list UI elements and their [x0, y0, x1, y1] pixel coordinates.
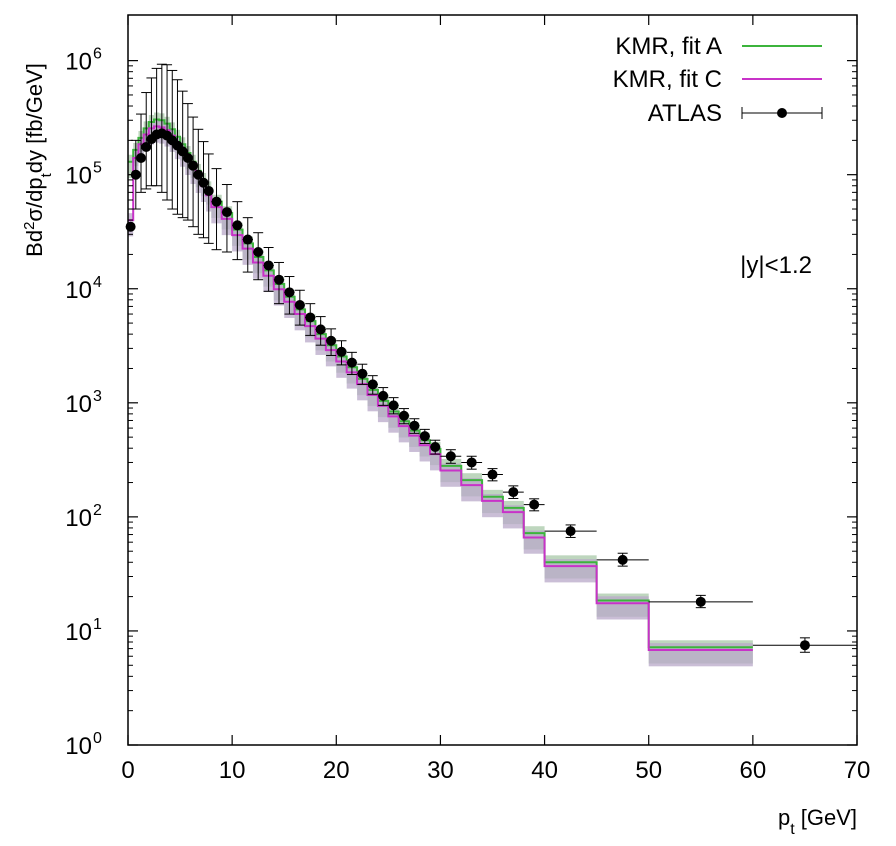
atlas-point — [445, 451, 456, 462]
atlas-point — [203, 185, 214, 196]
atlas-points — [125, 63, 857, 653]
atlas-point — [284, 287, 295, 298]
x-tick-label: 0 — [121, 757, 134, 784]
atlas-point — [242, 234, 253, 245]
atlas-point — [378, 390, 389, 401]
atlas-point — [274, 274, 285, 285]
x-tick-label: 20 — [323, 757, 350, 784]
atlas-point — [136, 153, 147, 164]
y-tick-label: 10 — [65, 163, 92, 190]
band-bin — [346, 365, 358, 389]
band-bin — [398, 419, 410, 443]
atlas-point — [398, 410, 409, 421]
atlas-point — [367, 379, 378, 390]
legend-label-fit-a: KMR, fit A — [615, 33, 722, 60]
atlas-point — [198, 177, 209, 188]
atlas-point — [315, 324, 326, 335]
band-bin — [523, 530, 545, 554]
atlas-point — [221, 207, 232, 218]
y-tick-exponent: 3 — [93, 388, 102, 405]
y-tick-label: 10 — [65, 277, 92, 304]
atlas-point — [508, 487, 519, 498]
band-bin — [409, 428, 420, 452]
atlas-point — [294, 300, 305, 311]
y-tick-exponent: 2 — [93, 502, 102, 519]
y-tick-label: 10 — [65, 391, 92, 418]
atlas-point — [430, 441, 441, 452]
band-bin — [482, 493, 503, 518]
atlas-point — [388, 400, 399, 411]
atlas-point — [305, 312, 316, 323]
band-bin — [544, 559, 597, 583]
y-tick-exponent: 5 — [93, 160, 102, 177]
atlas-point — [232, 220, 243, 231]
atlas-point — [182, 153, 193, 164]
x-tick-label: 70 — [844, 757, 871, 784]
atlas-point — [125, 221, 136, 232]
band-bin — [461, 478, 483, 502]
atlas-point — [253, 246, 264, 257]
band-bin — [648, 643, 753, 667]
x-tick-label: 60 — [740, 757, 767, 784]
plot-frame — [127, 14, 858, 746]
band-bin — [336, 354, 347, 378]
atlas-point — [695, 596, 706, 607]
y-tick-exponent: 1 — [93, 616, 102, 633]
series-step-line — [128, 125, 753, 652]
band-bin — [367, 388, 378, 412]
band-bin — [502, 505, 524, 529]
legend-label-fit-c: KMR, fit C — [613, 66, 722, 93]
band-bin — [357, 377, 368, 401]
x-tick-label: 10 — [219, 757, 246, 784]
y-tick-label: 10 — [65, 733, 92, 760]
atlas-point — [617, 554, 628, 565]
x-tick-label: 50 — [635, 757, 662, 784]
atlas-point — [419, 431, 430, 442]
band-bin — [440, 463, 462, 487]
atlas-point — [466, 457, 477, 468]
atlas-point — [211, 196, 222, 207]
atlas-point — [336, 346, 347, 357]
atlas-point — [346, 357, 357, 368]
y-tick-exponent: 0 — [93, 730, 102, 747]
y-tick-exponent: 4 — [93, 274, 102, 291]
y-tick-label: 10 — [65, 49, 92, 76]
y-tick-label: 10 — [65, 505, 92, 532]
atlas-point — [565, 526, 576, 537]
band-bin — [128, 154, 134, 178]
band-bin — [377, 398, 389, 423]
atlas-point — [487, 469, 498, 480]
legend-point — [777, 108, 787, 118]
rapidity-annotation: |y|<1.2 — [740, 252, 812, 279]
band-bin — [430, 447, 441, 471]
atlas-point — [799, 640, 810, 651]
atlas-point — [529, 499, 540, 510]
x-tick-label: 40 — [531, 757, 558, 784]
legend-label-atlas: ATLAS — [648, 100, 722, 127]
legend: KMR, fit A KMR, fit C ATLAS — [613, 33, 823, 127]
band-bin — [596, 596, 649, 620]
band-bin — [388, 409, 399, 433]
atlas-point — [193, 169, 204, 180]
atlas-point — [141, 141, 152, 152]
x-tick-label: 30 — [427, 757, 454, 784]
atlas-point — [326, 335, 337, 346]
band-bin — [419, 438, 431, 462]
y-tick-label: 10 — [65, 619, 92, 646]
y-tick-exponent: 6 — [93, 46, 102, 63]
theory-curves — [128, 118, 753, 652]
atlas-point — [263, 260, 274, 271]
atlas-point — [357, 368, 368, 379]
legend-marker-atlas — [741, 107, 823, 119]
atlas-point — [188, 160, 199, 171]
atlas-point — [409, 420, 420, 431]
